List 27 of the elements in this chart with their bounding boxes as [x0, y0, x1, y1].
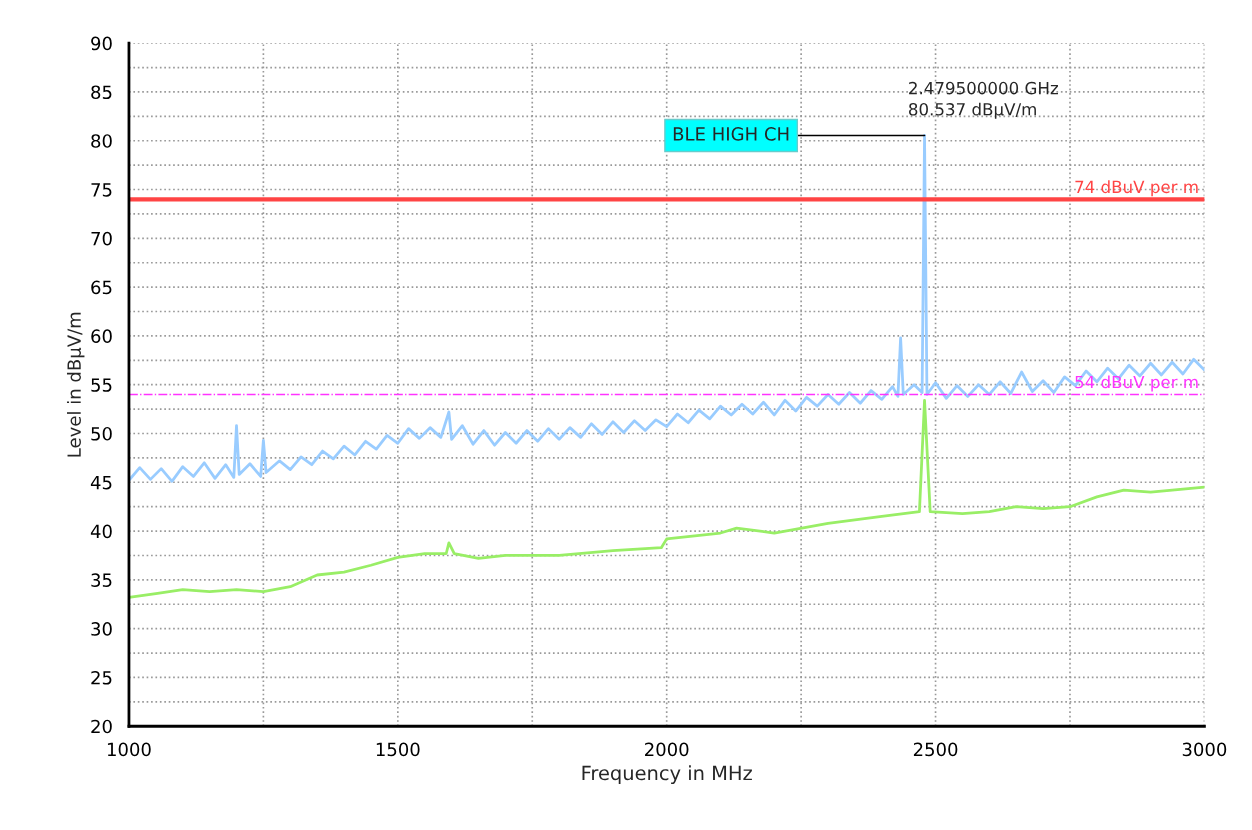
x-tick-label: 1500	[376, 742, 420, 757]
ref-line-label: 74 dBuV per m	[1075, 180, 1198, 197]
annotation: BLE HIGH CH	[673, 127, 789, 141]
y-tick-label: 80	[91, 134, 112, 148]
y-tick-label: 45	[90, 475, 112, 490]
y-tick-label: 35	[91, 573, 112, 587]
x-tick-label: 1000	[107, 742, 151, 757]
y-tick-label: 90	[91, 36, 112, 51]
line-series	[128, 398, 1205, 599]
y-axis-title: Level in dBµV/m	[66, 312, 85, 457]
y-tick-label: 25	[91, 670, 112, 685]
y-tick-label: 85	[91, 85, 112, 100]
y-tick-label: 20	[91, 719, 112, 734]
x-tick-label: 2500	[913, 742, 958, 757]
ref-line-label: 54 dBuV per m	[1075, 375, 1198, 392]
annotation: 2.479500000 GHz 80.537 dBµV/m	[909, 81, 1058, 119]
y-tick-label: 65	[91, 280, 112, 295]
x-tick-label: 3000	[1182, 742, 1227, 757]
y-tick-label: 60	[91, 329, 112, 344]
x-axis-title: Frequency in MHz	[582, 765, 752, 785]
y-tick-label: 50	[91, 426, 112, 441]
y-tick-label: 55	[91, 378, 112, 392]
y-tick-label: 75	[91, 183, 112, 197]
y-tick-label: 70	[91, 231, 112, 246]
x-tick-label: 2000	[645, 742, 689, 757]
y-tick-label: 40	[90, 524, 112, 539]
y-tick-label: 30	[91, 622, 112, 636]
